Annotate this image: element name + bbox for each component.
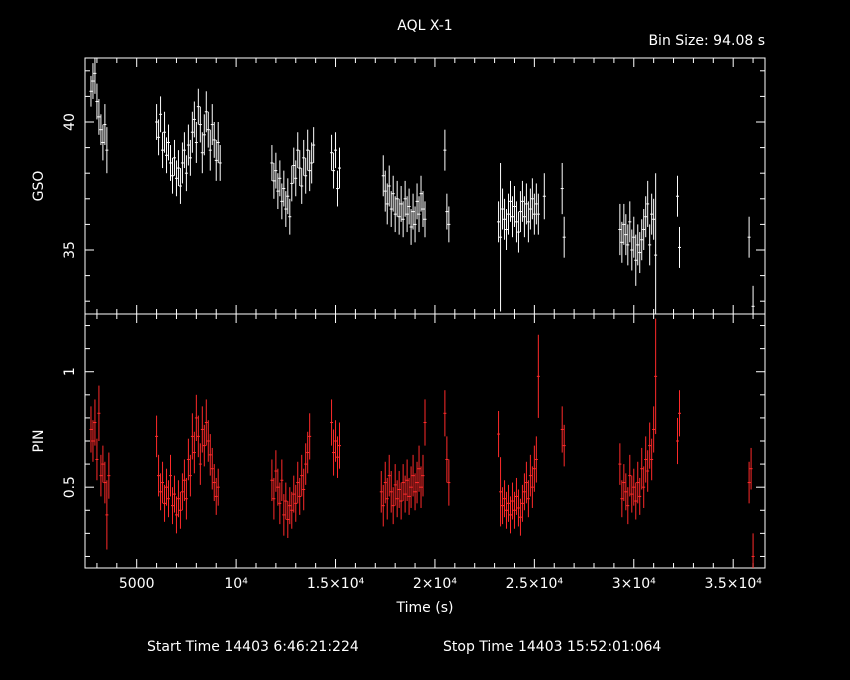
x-tick-label: 3×10⁴ (612, 576, 656, 592)
x-tick-label: 5000 (119, 576, 155, 592)
x-tick-label: 1.5×10⁴ (307, 576, 365, 592)
gso-axis-ticks: 35 40 (62, 58, 765, 314)
pin-ytick-label: 0.5 (62, 476, 78, 498)
bin-size-label: Bin Size: 94.08 s (648, 33, 765, 49)
pin-ytick-label: 1 (62, 367, 78, 376)
start-time-label: Start Time 14403 6:46:21:224 (147, 639, 359, 655)
gso-series (89, 58, 755, 314)
x-tick-label: 2×10⁴ (413, 576, 457, 592)
gso-ytick-label: 40 (62, 113, 78, 131)
gso-ytick-label: 35 (62, 241, 78, 259)
x-axis-label: Time (s) (396, 600, 454, 616)
x-tick-label: 10⁴ (224, 576, 248, 592)
x-tick-label: 3.5×10⁴ (704, 576, 762, 592)
pin-axis-ticks: 0.5 1 5000 10⁴ 1.5×10⁴ 2×10⁴ 2.5×10⁴ 3×10⁴ 3.5×1… (62, 314, 765, 592)
chart-title: AQL X-1 (397, 18, 452, 34)
pin-series (89, 318, 755, 568)
gso-axis-label: GSO (31, 171, 47, 202)
gso-panel-frame (84, 57, 766, 315)
pin-axis-label: PIN (31, 429, 47, 452)
x-tick-label: 2.5×10⁴ (506, 576, 564, 592)
stop-time-label: Stop Time 14403 15:52:01:064 (443, 639, 661, 655)
